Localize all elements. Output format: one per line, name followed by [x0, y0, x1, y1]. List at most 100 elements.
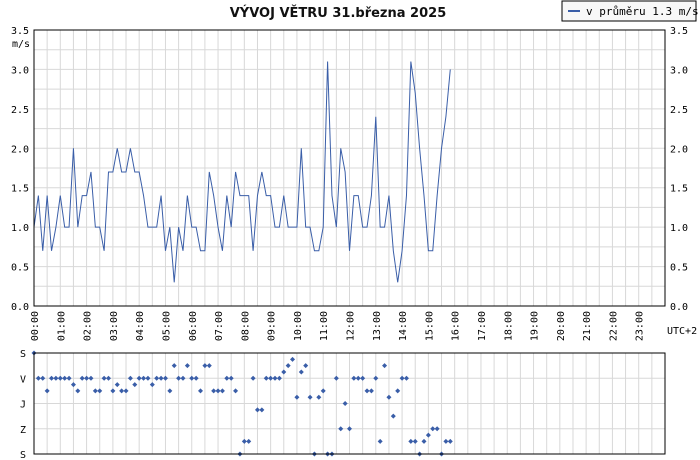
direction-point — [101, 375, 107, 381]
direction-point — [373, 375, 379, 381]
direction-y-tick-label: Z — [20, 425, 26, 436]
direction-point — [285, 363, 291, 369]
direction-point — [377, 438, 383, 444]
speed-x-tick-label: 04:00 — [135, 311, 146, 341]
direction-point — [390, 413, 396, 419]
speed-y-tick-label-right: 0.0 — [670, 302, 688, 313]
direction-point — [254, 407, 260, 413]
direction-point — [333, 375, 339, 381]
direction-point — [272, 375, 278, 381]
direction-point — [281, 369, 287, 375]
speed-y-tick-label-right: 2.5 — [670, 105, 688, 116]
speed-y-tick-label: 2.0 — [11, 144, 29, 155]
speed-x-tick-label: 13:00 — [372, 311, 383, 341]
direction-point — [206, 363, 212, 369]
speed-x-tick-label: 12:00 — [346, 311, 357, 341]
direction-point — [136, 375, 142, 381]
speed-y-tick-label: 0.0 — [11, 302, 29, 313]
speed-y-tick-label: 3.5 — [11, 26, 29, 37]
speed-x-tick-label: 18:00 — [503, 311, 514, 341]
speed-y-tick-label: 1.0 — [11, 223, 29, 234]
speed-y-tick-label-right: 0.5 — [670, 263, 688, 274]
direction-point — [347, 426, 352, 432]
speed-series-line — [33, 61, 451, 283]
direction-point — [44, 388, 50, 394]
speed-x-tick-label: 20:00 — [556, 311, 567, 341]
direction-point — [162, 375, 168, 381]
direction-point — [105, 375, 111, 381]
direction-point — [92, 388, 98, 394]
direction-point — [167, 388, 173, 394]
direction-y-tick-label: S — [20, 349, 26, 360]
direction-y-ticks: S V J Z S — [20, 349, 26, 460]
direction-point — [320, 388, 326, 394]
direction-point — [434, 426, 440, 432]
speed-x-tick-label: 22:00 — [608, 311, 619, 341]
direction-point — [268, 375, 274, 381]
direction-point — [110, 388, 116, 394]
speed-y-tick-label: 3.0 — [11, 65, 29, 76]
direction-point — [193, 375, 199, 381]
speed-x-tick-label: 01:00 — [56, 311, 67, 341]
speed-x-tick-label: 00:00 — [30, 311, 41, 341]
speed-x-tick-label: 17:00 — [477, 311, 488, 341]
speed-plot-frame — [33, 29, 666, 307]
direction-point — [75, 388, 81, 394]
direction-point — [119, 388, 125, 394]
direction-point — [294, 394, 300, 400]
legend-box — [561, 0, 697, 22]
direction-y-tick-label: J — [20, 400, 26, 411]
direction-point — [97, 388, 103, 394]
direction-points — [31, 350, 453, 457]
speed-x-tick-label: 23:00 — [635, 311, 646, 341]
speed-x-tick-label: 08:00 — [240, 311, 251, 341]
direction-point — [386, 394, 392, 400]
direction-point — [399, 375, 405, 381]
speed-x-tick-label: 11:00 — [319, 311, 330, 341]
direction-point — [114, 382, 120, 388]
direction-point — [246, 438, 252, 444]
direction-point — [228, 375, 234, 381]
direction-point — [219, 388, 225, 394]
direction-point — [250, 375, 256, 381]
direction-point — [421, 438, 427, 444]
speed-y-tick-label: 1.5 — [11, 184, 29, 195]
direction-point — [171, 363, 177, 369]
direction-point — [259, 407, 265, 413]
direction-point — [241, 438, 247, 444]
direction-y-tick-label: V — [20, 374, 26, 385]
speed-y-tick-label: 2.5 — [11, 105, 29, 116]
direction-point — [40, 375, 46, 381]
speed-x-tick-label: 15:00 — [424, 311, 435, 341]
direction-point — [70, 382, 76, 388]
timezone-label: UTC+2 — [667, 326, 697, 337]
direction-point — [368, 388, 374, 394]
direction-point — [66, 375, 72, 381]
direction-point — [53, 375, 59, 381]
direction-y-tick-label: S — [20, 450, 26, 460]
direction-point — [403, 375, 409, 381]
direction-point — [176, 375, 182, 381]
speed-x-tick-label: 19:00 — [530, 311, 541, 341]
legend: v průměru 1.3 m/s — [561, 0, 699, 22]
direction-point — [211, 388, 217, 394]
y-unit-label: m/s — [12, 39, 30, 50]
direction-point — [145, 375, 151, 381]
direction-point — [447, 438, 453, 444]
speed-y-tick-label-right: 3.0 — [670, 65, 688, 76]
speed-y-tick-label-right: 1.0 — [670, 223, 688, 234]
direction-point — [189, 375, 195, 381]
direction-point — [49, 375, 55, 381]
direction-point — [298, 369, 304, 375]
direction-point — [202, 363, 208, 369]
direction-point — [184, 363, 190, 369]
direction-point — [382, 363, 388, 369]
direction-point — [132, 382, 138, 388]
direction-point — [316, 394, 322, 400]
direction-point — [276, 375, 282, 381]
speed-x-tick-label: 07:00 — [214, 311, 225, 341]
direction-point — [342, 401, 348, 406]
direction-point — [79, 375, 85, 381]
direction-point — [360, 375, 366, 381]
direction-point — [154, 375, 160, 381]
